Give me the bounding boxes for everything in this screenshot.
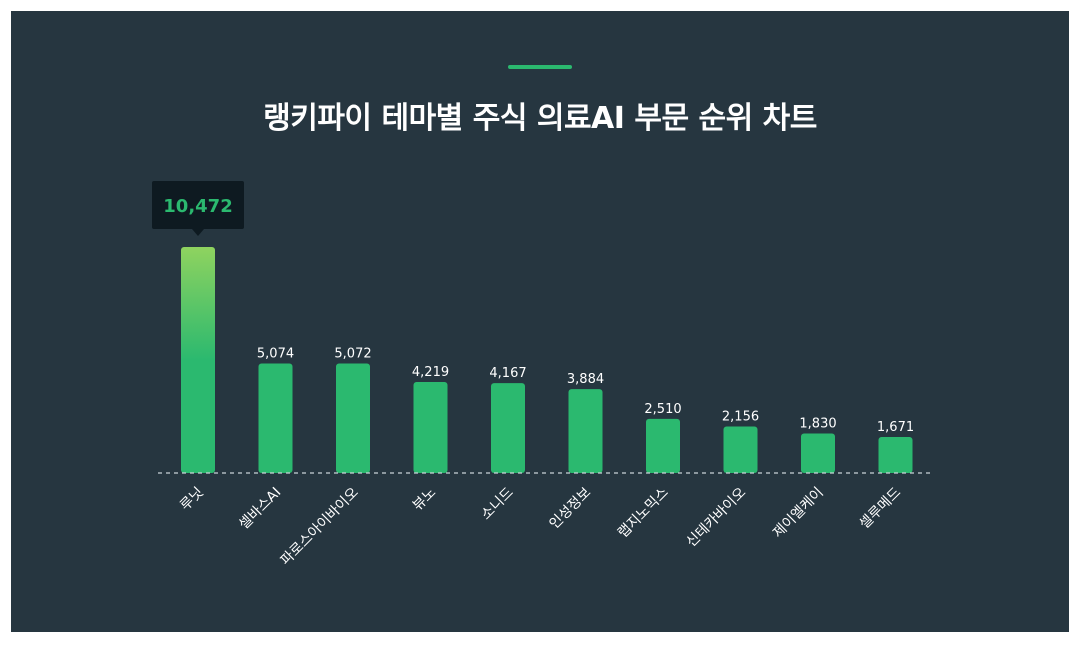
value-tooltip	[152, 181, 244, 229]
value-label-10: 1,671	[877, 420, 914, 435]
value-label-8: 2,156	[722, 409, 759, 424]
value-label-2: 5,074	[257, 346, 294, 361]
value-label-3: 5,072	[334, 347, 371, 362]
bar-chart: 10,472 루닛 5,074 셀바스AI 5,072 파로스아이바이오 4,219 뷰노 4,…	[152, 181, 933, 569]
value-label-6: 3,884	[567, 372, 604, 387]
value-label-5: 4,167	[489, 366, 526, 381]
category-label-4: 뷰노	[410, 484, 440, 514]
category-label-1: 루닛	[177, 485, 207, 515]
bar-7	[646, 418, 680, 473]
value-label-7: 2,510	[644, 402, 681, 417]
value-label-9: 1,830	[799, 417, 836, 432]
bar-3	[336, 363, 370, 473]
bar-2	[258, 363, 293, 473]
title-accent-line	[508, 65, 572, 69]
bar-4	[413, 381, 448, 473]
category-label-10: 셀루메드	[857, 484, 905, 532]
bar-1	[181, 247, 215, 473]
bar-10	[878, 436, 913, 473]
value-label-1: 10,472	[163, 196, 232, 217]
category-label-7: 랩지노믹스	[615, 484, 672, 541]
category-label-2: 셀바스AI	[236, 485, 284, 533]
category-label-5: 소니드	[478, 484, 517, 523]
category-label-6: 인성정보	[547, 484, 595, 532]
bar-6	[568, 389, 603, 473]
chart-title: 랭키파이 테마별 주식 의료AI 부문 순위 차트	[263, 101, 817, 136]
bar-8	[723, 426, 758, 473]
tooltip-pointer	[192, 229, 204, 236]
category-label-9: 제이엘케이	[770, 485, 827, 542]
value-label-4: 4,219	[412, 365, 449, 380]
bar-9	[801, 433, 835, 473]
bar-5	[491, 383, 525, 473]
category-label-3: 파로스아이바이오	[278, 484, 362, 568]
category-label-8: 신테카바이오	[683, 484, 749, 550]
chart-panel: 랭키파이 테마별 주식 의료AI 부문 순위 차트 10,472 루닛 5,074 셀…	[11, 11, 1069, 632]
